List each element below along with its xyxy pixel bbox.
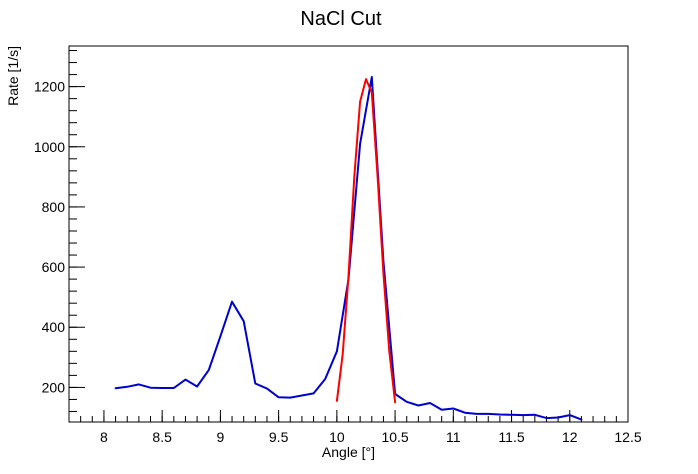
fit-curve-line — [335, 78, 397, 404]
x-tick-label: 11.5 — [498, 429, 524, 445]
plot-frame — [68, 45, 629, 423]
x-axis-title: Angle [°] — [322, 444, 375, 460]
x-tick-label: 10 — [329, 429, 345, 445]
x-tick-label: 8.5 — [152, 429, 172, 445]
y-tick-label: 400 — [42, 319, 66, 335]
y-tick-label: 1000 — [34, 139, 65, 155]
chart-title: NaCl Cut — [300, 8, 382, 30]
y-tick-label: 800 — [42, 199, 66, 215]
x-axis: 8 8.5 9 9.5 10 10.5 11 11.5 12 12.5 — [68, 410, 642, 445]
y-tick-label: 200 — [42, 379, 66, 395]
x-tick-label: 9 — [216, 429, 224, 445]
y-axis-title: Rate [1/s] — [5, 46, 21, 106]
x-tick-label: 9.5 — [269, 429, 289, 445]
x-tick-label: 12.5 — [614, 429, 641, 445]
x-tick-label: 11 — [446, 429, 461, 445]
series-layer — [114, 76, 583, 421]
y-tick-label: 600 — [42, 259, 66, 275]
y-axis: 200 400 600 800 1000 1200 — [34, 50, 85, 412]
data-series-line — [114, 76, 583, 421]
y-tick-label: 1200 — [34, 79, 65, 95]
x-tick-label: 10.5 — [381, 429, 408, 445]
x-tick-label: 8 — [100, 429, 108, 445]
x-tick-label: 12 — [562, 429, 578, 445]
